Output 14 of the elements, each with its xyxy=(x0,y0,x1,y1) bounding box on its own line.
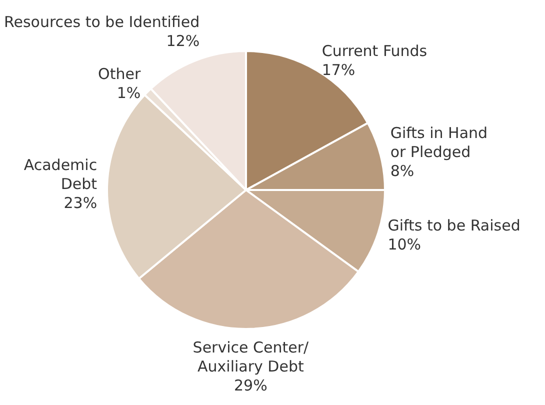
slice-label: Academic Debt xyxy=(24,156,98,194)
data-label: 12% xyxy=(166,32,200,50)
data-label: 23% xyxy=(64,194,98,212)
data-label: 8% xyxy=(390,162,414,180)
slice-label: Current Funds xyxy=(322,42,428,60)
slice-label: Service Center/ Auxiliary Debt xyxy=(192,338,310,376)
data-label: 29% xyxy=(234,376,268,394)
slice-label: Other xyxy=(98,65,142,84)
slice-label: Gifts in Hand or Pledged xyxy=(390,124,488,161)
data-label: 1% xyxy=(116,84,141,102)
data-label: 10% xyxy=(388,235,422,254)
data-label: 17% xyxy=(322,61,356,80)
slice-label: Gifts to be Raised xyxy=(388,216,520,234)
slice-label: Resources to be Identified xyxy=(4,12,200,31)
